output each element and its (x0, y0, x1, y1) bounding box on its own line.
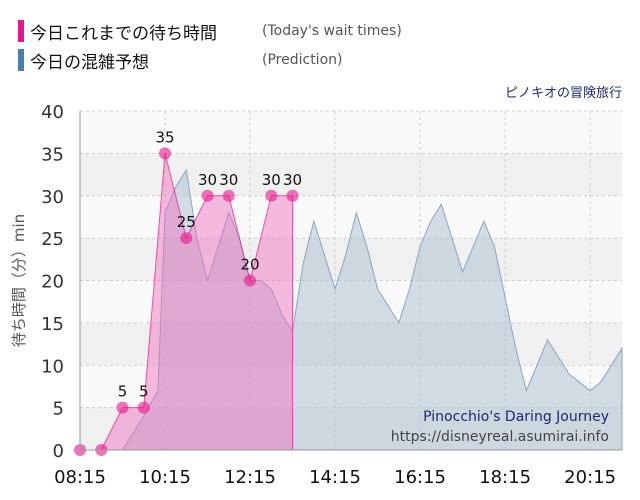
today-point (116, 401, 129, 414)
legend-prediction: 今日の混雑予想 (Prediction) (18, 47, 342, 73)
today-data-label: 5 (118, 383, 128, 401)
y-tick-label: 5 (53, 399, 64, 420)
today-point (286, 189, 299, 202)
attraction-name-jp: ピノキオの冒険旅行 (504, 86, 622, 101)
legend-today: 今日これまでの待ち時間 (Today's wait times) (18, 18, 402, 44)
y-tick-label: 25 (41, 229, 64, 250)
legend-prediction-label: 今日の混雑予想 (30, 52, 149, 73)
x-tick-label: 12:15 (224, 467, 276, 488)
series-prediction-area (80, 168, 623, 451)
x-tick-label: 14:15 (309, 467, 361, 488)
today-data-label: 30 (219, 171, 238, 189)
today-point (180, 232, 193, 245)
today-data-label: 30 (262, 171, 281, 189)
y-tick-label: 20 (41, 272, 64, 293)
plot-band (80, 407, 622, 450)
x-tick-label: 10:15 (139, 467, 191, 488)
today-point (265, 189, 278, 202)
x-tick-label: 16:15 (394, 467, 446, 488)
legend-swatch-prediction (18, 49, 24, 71)
y-tick-label: 30 (41, 187, 64, 208)
plot-band (80, 322, 622, 366)
legend-prediction-note: (Prediction) (262, 52, 343, 68)
today-data-label: 30 (198, 171, 217, 189)
today-point (244, 274, 257, 287)
today-point (159, 147, 172, 160)
y-tick-label: 40 (41, 102, 64, 123)
legend-today-note: (Today's wait times) (262, 23, 402, 39)
today-point (137, 401, 150, 414)
today-data-label: 20 (240, 256, 259, 274)
watermark-url: https://disneyreal.asumirai.info (391, 429, 609, 445)
today-data-label: 25 (177, 213, 196, 231)
x-tick-label: 18:15 (479, 467, 531, 488)
today-data-label: 5 (139, 383, 149, 401)
today-data-label: 30 (283, 171, 302, 189)
today-point (222, 189, 235, 202)
legend-swatch-today (18, 20, 24, 42)
today-data-label: 35 (155, 128, 174, 146)
plot-band (80, 238, 622, 281)
today-point (201, 189, 214, 202)
x-tick-label: 08:15 (54, 467, 106, 488)
y-tick-label: 15 (41, 314, 64, 335)
watermark-title: Pinocchio's Daring Journey (423, 409, 609, 425)
y-tick-label: 10 (41, 356, 64, 377)
y-tick-label: 35 (41, 144, 64, 165)
legend-today-label: 今日これまでの待ち時間 (30, 23, 217, 44)
x-tick-label: 20:15 (564, 467, 616, 488)
plot-band (80, 153, 622, 196)
y-tick-label: 0 (53, 441, 64, 462)
y-axis-label: 待ち時間（分）min (10, 214, 28, 347)
